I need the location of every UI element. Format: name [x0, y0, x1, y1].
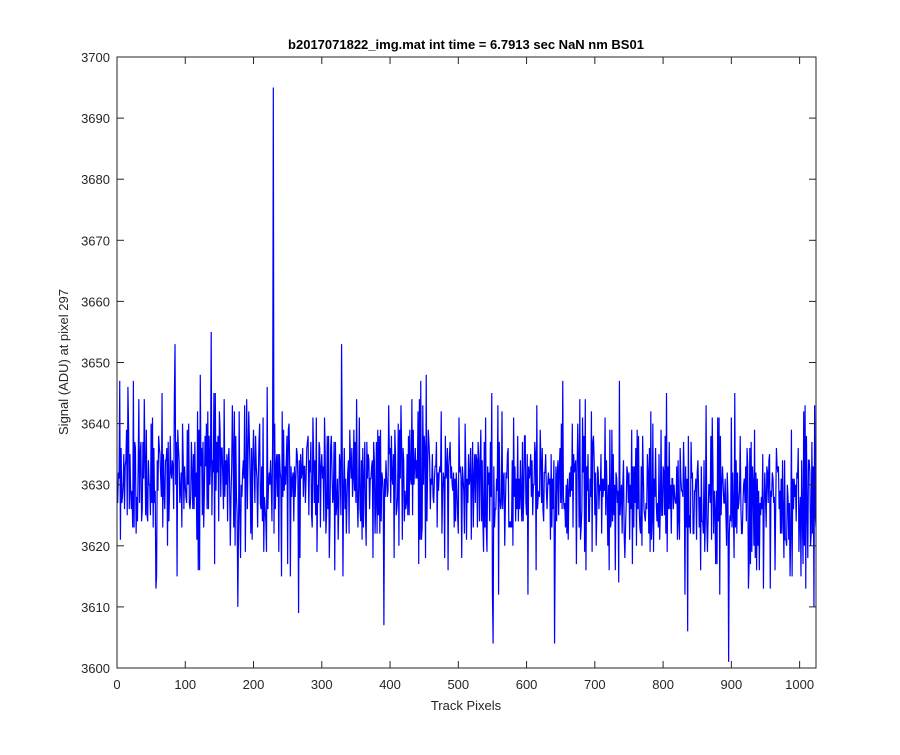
y-tick-label: 3690 — [81, 111, 110, 126]
x-axis-label: Track Pixels — [431, 698, 502, 713]
y-axis-label: Signal (ADU) at pixel 297 — [56, 289, 71, 435]
y-tick-label: 3600 — [81, 661, 110, 676]
x-tick-label: 600 — [516, 677, 538, 692]
y-tick-label: 3610 — [81, 600, 110, 615]
x-tick-label: 100 — [174, 677, 196, 692]
x-tick-label: 900 — [721, 677, 743, 692]
x-tick-label: 800 — [652, 677, 674, 692]
series-layer — [117, 87, 817, 662]
x-tick-label: 700 — [584, 677, 606, 692]
x-tick-label: 0 — [113, 677, 120, 692]
x-tick-label: 500 — [447, 677, 469, 692]
y-tick-label: 3640 — [81, 417, 110, 432]
y-tick-label: 3700 — [81, 50, 110, 65]
y-tick-label: 3680 — [81, 172, 110, 187]
x-tick-label: 300 — [311, 677, 333, 692]
y-axis-ticks: 3600 3610 3620 3630 3640 3650 3660 3670 3680 3690… — [81, 50, 816, 676]
plot-area-background — [117, 57, 816, 668]
y-tick-label: 3620 — [81, 539, 110, 554]
signal-series-line — [117, 87, 817, 662]
y-tick-label: 3650 — [81, 356, 110, 371]
x-tick-label: 1000 — [785, 677, 814, 692]
y-tick-label: 3670 — [81, 233, 110, 248]
y-tick-label: 3630 — [81, 478, 110, 493]
x-tick-label: 400 — [379, 677, 401, 692]
x-tick-label: 200 — [243, 677, 265, 692]
y-tick-label: 3660 — [81, 294, 110, 309]
x-axis-ticks: 0 100 200 300 400 500 600 700 800 900 1000 — [113, 57, 814, 692]
chart-title: b2017071822_img.mat int time = 6.7913 se… — [288, 37, 644, 52]
